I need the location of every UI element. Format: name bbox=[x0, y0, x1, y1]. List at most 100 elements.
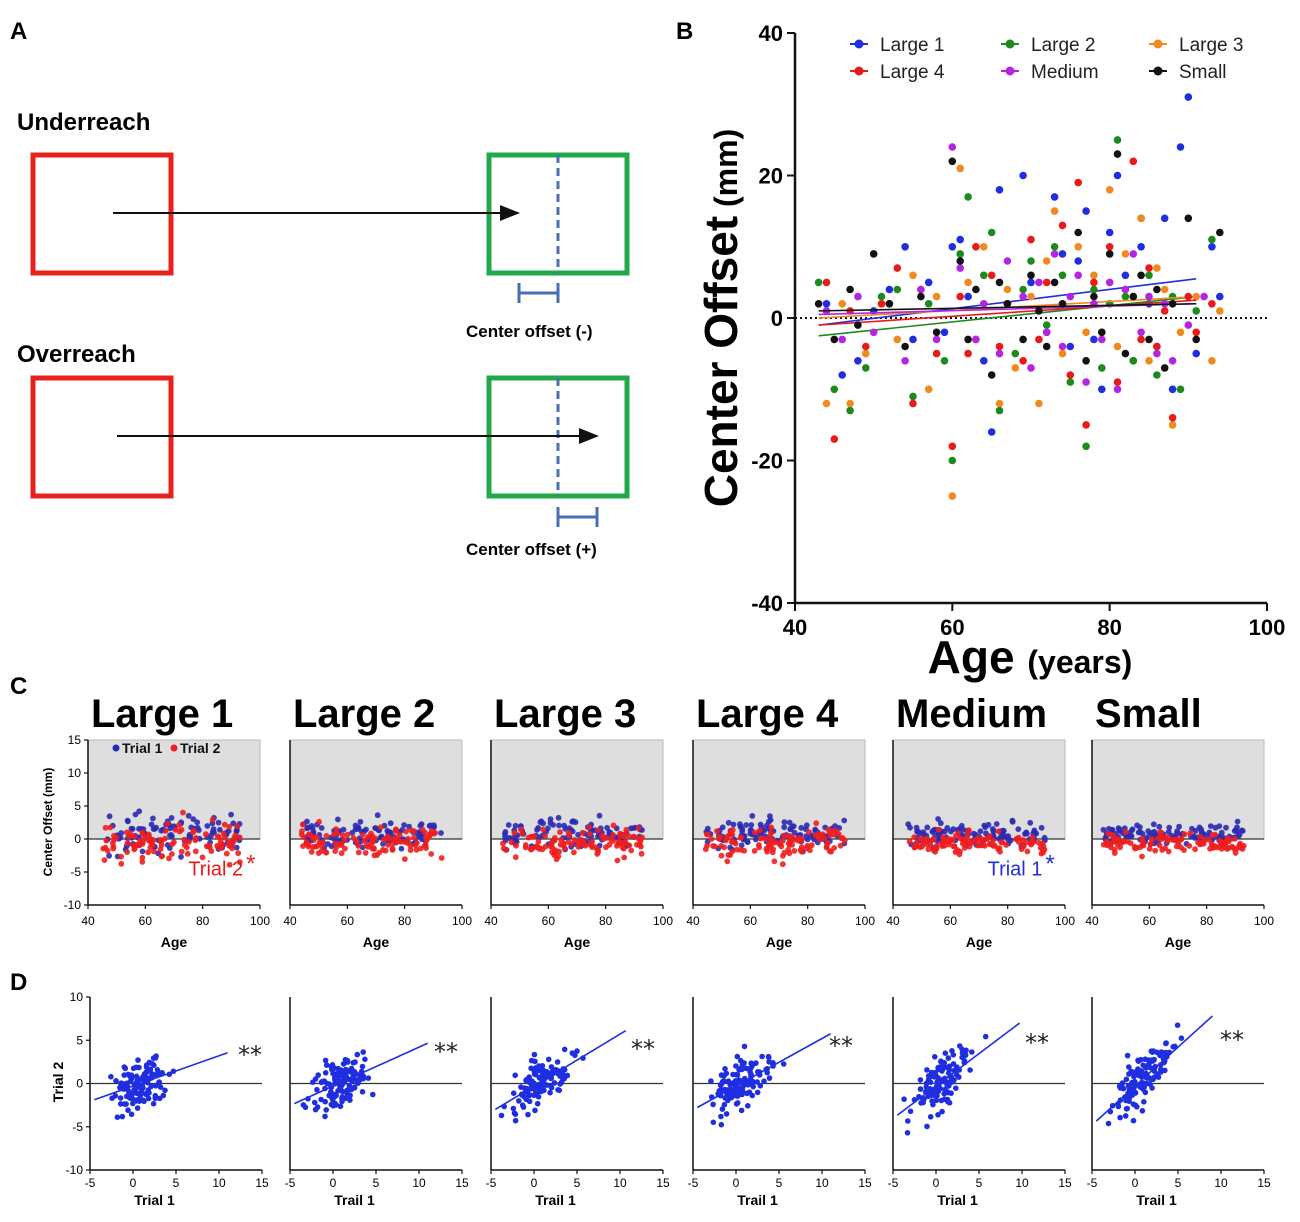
c-point bbox=[226, 861, 233, 868]
b-point bbox=[1121, 271, 1130, 280]
c-point bbox=[193, 835, 200, 841]
c-point bbox=[1041, 846, 1048, 853]
d-x-tick-label: 5 bbox=[574, 1176, 581, 1190]
c-point bbox=[1023, 839, 1030, 846]
c-point bbox=[147, 837, 153, 844]
c-point bbox=[572, 819, 579, 826]
c-y-tick-label: -10 bbox=[64, 898, 82, 912]
c-point bbox=[925, 846, 932, 853]
b-point bbox=[995, 399, 1004, 408]
c-point bbox=[217, 826, 223, 833]
c-point bbox=[334, 830, 340, 837]
d-point bbox=[939, 1108, 945, 1115]
c-point bbox=[417, 832, 424, 839]
d-point bbox=[334, 1070, 340, 1077]
d-point bbox=[351, 1085, 358, 1091]
b-point bbox=[972, 243, 980, 251]
c-point bbox=[184, 850, 191, 857]
c-point bbox=[621, 854, 628, 861]
d-subplot-6: -5 0 5 10 15 Trail 1 ** bbox=[1087, 997, 1271, 1208]
c-point bbox=[911, 834, 918, 840]
c-point bbox=[1015, 834, 1022, 841]
b-point bbox=[1090, 335, 1098, 344]
d-x-tick-label: 5 bbox=[976, 1176, 983, 1190]
c-point bbox=[1137, 828, 1143, 835]
b-point bbox=[1019, 285, 1027, 294]
d-x-tick-label: -5 bbox=[688, 1176, 699, 1190]
c-point bbox=[917, 835, 924, 842]
c-point bbox=[797, 847, 804, 853]
c-point bbox=[1192, 846, 1198, 853]
d-x-tick-label: 10 bbox=[1015, 1176, 1029, 1190]
c-point bbox=[531, 833, 538, 840]
d-x-axis-label: Trail 1 bbox=[1136, 1192, 1177, 1208]
b-point bbox=[1216, 228, 1224, 237]
c-point bbox=[562, 845, 568, 852]
b-point bbox=[1082, 378, 1090, 386]
b-point bbox=[846, 285, 854, 294]
d-point bbox=[548, 1064, 555, 1070]
d-point bbox=[1172, 1043, 1178, 1050]
c-subplot-large-4: Large 4 40 60 80 100 Age bbox=[686, 692, 875, 950]
c-point bbox=[104, 847, 111, 854]
c-point bbox=[127, 830, 134, 837]
c-point bbox=[1139, 853, 1145, 860]
c-point bbox=[357, 818, 364, 825]
c-point bbox=[118, 830, 125, 836]
b-point bbox=[1216, 292, 1224, 301]
d-point bbox=[125, 1088, 132, 1094]
b-point bbox=[822, 300, 831, 308]
b-point bbox=[1003, 285, 1012, 294]
c-y-tick-label: 15 bbox=[68, 733, 82, 747]
c-point bbox=[310, 844, 316, 850]
d-point bbox=[544, 1069, 550, 1075]
d-point bbox=[929, 1073, 936, 1080]
c-point bbox=[310, 837, 317, 843]
b-point bbox=[1105, 243, 1114, 251]
c-point bbox=[387, 820, 394, 827]
c-point bbox=[233, 844, 240, 851]
d-point bbox=[331, 1065, 338, 1071]
c-point bbox=[1181, 847, 1187, 853]
c-point bbox=[990, 837, 996, 844]
d-x-axis-label: Trail 1 bbox=[737, 1192, 778, 1208]
c-point bbox=[1027, 819, 1034, 826]
c-point bbox=[369, 839, 376, 846]
c-point bbox=[110, 845, 117, 852]
c-point bbox=[113, 834, 120, 841]
c-point bbox=[778, 843, 785, 850]
c-point bbox=[743, 822, 750, 828]
c-point bbox=[508, 839, 515, 846]
d-point bbox=[967, 1067, 973, 1073]
c-point bbox=[913, 839, 920, 846]
c-point bbox=[575, 831, 581, 838]
c-point bbox=[1115, 836, 1122, 843]
b-point bbox=[909, 335, 917, 344]
c-subplot-medium: Medium 40 60 80 100 Age Trial 1 * bbox=[886, 692, 1075, 950]
c-point bbox=[730, 838, 736, 845]
c-point bbox=[1105, 831, 1112, 837]
c-point bbox=[786, 819, 793, 826]
c-point bbox=[502, 831, 508, 837]
b-point bbox=[1105, 228, 1114, 237]
b-point bbox=[893, 264, 902, 272]
d-point bbox=[1134, 1104, 1140, 1110]
c-point bbox=[398, 845, 405, 852]
c-point bbox=[206, 844, 213, 851]
d-point bbox=[1123, 1106, 1130, 1112]
c-point bbox=[748, 822, 755, 828]
b-point bbox=[846, 406, 854, 415]
c-point bbox=[438, 855, 445, 861]
c-point bbox=[786, 833, 792, 839]
b-point bbox=[1192, 328, 1200, 337]
c-subplot-small: Small 40 60 80 100 Age bbox=[1085, 692, 1274, 950]
b-point bbox=[956, 257, 964, 265]
b-point bbox=[1153, 285, 1161, 294]
d-point bbox=[1163, 1040, 1169, 1047]
c-point bbox=[565, 839, 572, 846]
c-point bbox=[1148, 836, 1155, 843]
d-point bbox=[545, 1056, 552, 1063]
d-point bbox=[721, 1101, 728, 1108]
d-point bbox=[311, 1099, 318, 1106]
